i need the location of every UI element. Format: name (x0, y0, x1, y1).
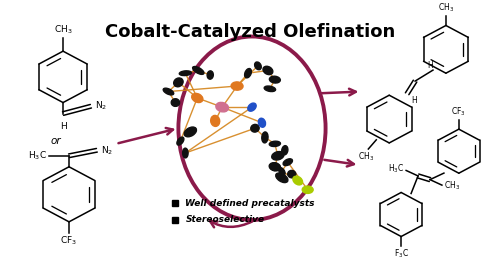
Ellipse shape (231, 82, 243, 90)
Ellipse shape (269, 163, 280, 171)
Text: or: or (51, 136, 62, 146)
Ellipse shape (283, 159, 292, 166)
Ellipse shape (251, 124, 259, 132)
Ellipse shape (163, 88, 173, 95)
Ellipse shape (258, 118, 266, 127)
Text: CH$_3$: CH$_3$ (438, 2, 454, 14)
Text: H: H (60, 122, 66, 131)
Text: H$_3$C: H$_3$C (388, 162, 404, 175)
Ellipse shape (216, 102, 228, 112)
Ellipse shape (263, 66, 273, 75)
Ellipse shape (262, 132, 268, 143)
Ellipse shape (254, 62, 262, 70)
Text: Cobalt-Catalyzed Olefination: Cobalt-Catalyzed Olefination (105, 23, 395, 41)
Text: F$_3$C: F$_3$C (394, 248, 408, 260)
Text: CF$_3$: CF$_3$ (452, 106, 466, 118)
Text: CH$_3$: CH$_3$ (54, 24, 72, 36)
Ellipse shape (174, 78, 183, 87)
Ellipse shape (210, 116, 220, 126)
Ellipse shape (177, 137, 184, 145)
Ellipse shape (278, 168, 285, 175)
Ellipse shape (270, 76, 280, 83)
Text: CH$_3$: CH$_3$ (444, 180, 460, 192)
Ellipse shape (302, 186, 313, 193)
Ellipse shape (264, 86, 276, 91)
Ellipse shape (244, 69, 252, 78)
Text: CH$_3$: CH$_3$ (358, 151, 374, 163)
Ellipse shape (207, 71, 214, 79)
Ellipse shape (180, 71, 192, 75)
Text: Well defined precatalysts: Well defined precatalysts (186, 199, 315, 208)
Ellipse shape (270, 141, 280, 146)
Text: CF$_3$: CF$_3$ (60, 235, 78, 247)
Text: Stereoselective: Stereoselective (186, 216, 264, 225)
Ellipse shape (272, 151, 284, 160)
Ellipse shape (192, 93, 203, 102)
Ellipse shape (270, 163, 279, 171)
Ellipse shape (182, 148, 188, 158)
Text: H: H (427, 61, 433, 70)
Ellipse shape (192, 67, 204, 74)
Ellipse shape (184, 127, 196, 137)
Text: H$_3$C: H$_3$C (28, 150, 47, 162)
Ellipse shape (276, 173, 288, 183)
Ellipse shape (293, 176, 302, 185)
Ellipse shape (282, 146, 288, 155)
Text: N$_2$: N$_2$ (95, 100, 107, 112)
Text: N$_2$: N$_2$ (101, 144, 113, 156)
Ellipse shape (288, 170, 296, 178)
Ellipse shape (171, 99, 179, 106)
Text: H: H (411, 96, 417, 105)
Ellipse shape (248, 103, 256, 111)
